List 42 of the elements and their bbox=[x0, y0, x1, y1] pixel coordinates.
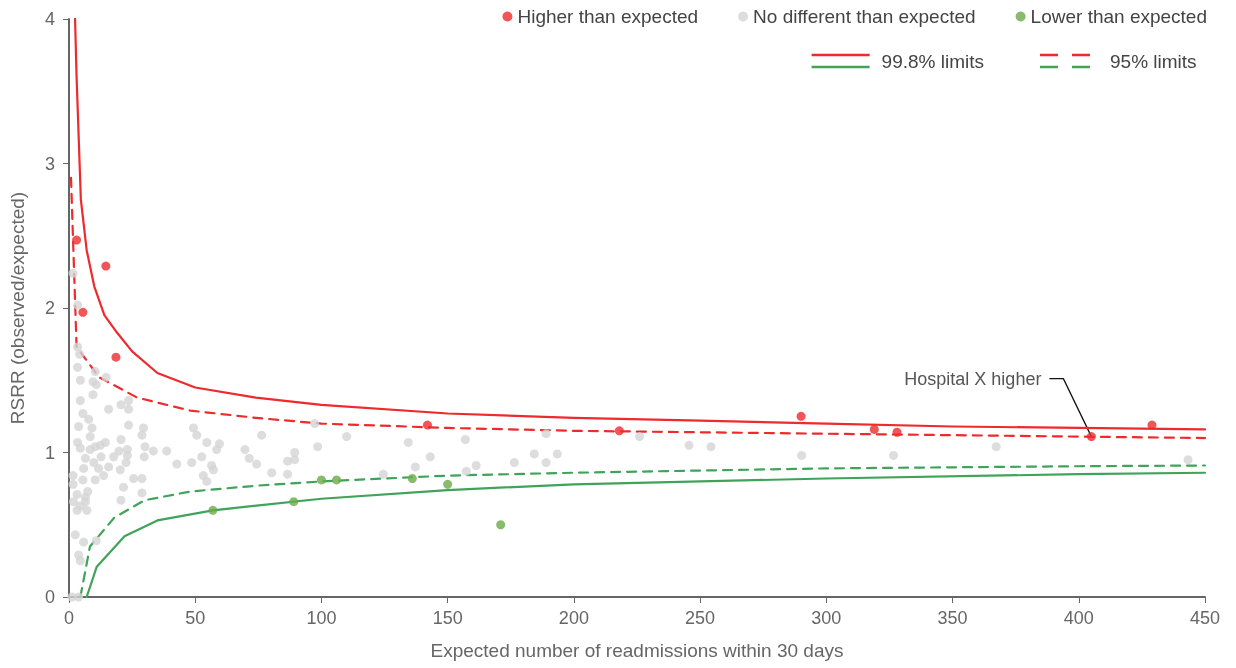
point bbox=[496, 520, 506, 530]
point bbox=[332, 475, 342, 485]
point bbox=[422, 420, 432, 430]
legend-label: Higher than expected bbox=[517, 6, 699, 27]
point bbox=[892, 427, 902, 437]
y-tick-label: 3 bbox=[44, 153, 55, 174]
point bbox=[869, 424, 879, 434]
x-tick-label: 250 bbox=[685, 608, 716, 628]
point bbox=[1147, 420, 1157, 430]
point bbox=[72, 235, 82, 245]
x-tick-label: 100 bbox=[306, 608, 337, 628]
x-tick-label: 200 bbox=[558, 608, 589, 628]
y-axis-title: RSRR (observed/expected) bbox=[7, 191, 28, 425]
y-tick-label: 2 bbox=[44, 298, 55, 318]
x-tick-label: 300 bbox=[811, 608, 842, 628]
point bbox=[796, 411, 806, 421]
point bbox=[208, 505, 218, 515]
point bbox=[289, 497, 299, 507]
x-tick-label: 450 bbox=[1189, 608, 1221, 628]
legend-label: 99.8% limits bbox=[881, 50, 985, 72]
x-tick-label: 350 bbox=[937, 608, 968, 628]
point bbox=[407, 474, 417, 484]
point bbox=[443, 479, 453, 489]
annotation: Hospital X higher bbox=[904, 368, 1042, 389]
point bbox=[78, 307, 88, 317]
x-tick-label: 0 bbox=[63, 608, 75, 628]
point bbox=[111, 352, 121, 362]
point bbox=[1086, 432, 1096, 442]
y-tick-label: 4 bbox=[44, 9, 55, 29]
legend-label: 95% limits bbox=[1110, 50, 1197, 72]
point bbox=[614, 426, 624, 436]
point bbox=[316, 475, 326, 485]
x-tick-label: 150 bbox=[432, 608, 463, 628]
x-tick-label: 400 bbox=[1063, 608, 1094, 628]
y-tick-label: 1 bbox=[44, 442, 55, 463]
x-tick-label: 50 bbox=[185, 608, 206, 628]
x-axis-title: Expected number of readmissions within 30 days bbox=[430, 640, 844, 661]
legend-label: No different than expected bbox=[753, 6, 976, 27]
line-series bbox=[69, 176, 1207, 440]
point bbox=[101, 261, 111, 271]
legend-label: Lower than expected bbox=[1030, 6, 1208, 27]
y-tick-label: 0 bbox=[44, 587, 55, 607]
